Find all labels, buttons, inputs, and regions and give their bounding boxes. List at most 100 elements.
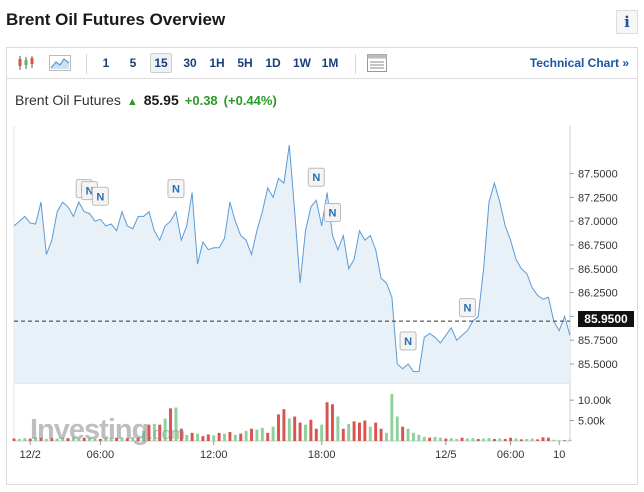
volume-bar bbox=[109, 438, 113, 441]
volume-bar bbox=[438, 437, 442, 441]
volume-bar bbox=[206, 434, 210, 441]
technical-chart-link[interactable]: Technical Chart » bbox=[529, 56, 629, 70]
news-marker[interactable]: N bbox=[323, 202, 341, 222]
volume-bar bbox=[61, 437, 65, 441]
quote-bar: Brent Oil Futures ▲ 85.95 +0.38 (+0.44%) bbox=[15, 92, 277, 108]
volume-bar bbox=[266, 432, 270, 441]
volume-bar bbox=[449, 438, 453, 441]
news-marker-label[interactable]: N bbox=[172, 184, 180, 196]
volume-bar bbox=[422, 436, 426, 441]
timeframe-1h[interactable]: 1H bbox=[209, 56, 225, 70]
y-tick-label: 87.5000 bbox=[578, 169, 618, 181]
news-marker-box[interactable] bbox=[458, 298, 476, 318]
timeframe-1[interactable]: 1 bbox=[102, 56, 110, 70]
volume-bar bbox=[158, 424, 162, 441]
news-marker[interactable]: N bbox=[399, 331, 417, 351]
last-price: 85.95 bbox=[143, 92, 179, 108]
news-marker-label[interactable]: N bbox=[96, 191, 104, 203]
volume-bar bbox=[476, 438, 480, 441]
volume-bar bbox=[228, 432, 232, 441]
timeframe-1d[interactable]: 1D bbox=[265, 56, 281, 70]
investing-watermark: Investing.com bbox=[30, 414, 185, 447]
volume-bar bbox=[120, 437, 124, 441]
news-marker-label[interactable]: N bbox=[463, 303, 471, 315]
volume-bar bbox=[401, 426, 405, 441]
volume-bar bbox=[260, 427, 264, 441]
table-view-icon[interactable] bbox=[365, 53, 389, 73]
volume-bar bbox=[331, 404, 334, 441]
y-tick-label: 86.7500 bbox=[578, 240, 618, 252]
timeframe-1m[interactable]: 1M bbox=[321, 56, 339, 70]
volume-bar bbox=[563, 440, 567, 441]
volume-bar bbox=[455, 438, 459, 441]
news-marker[interactable]: N bbox=[307, 167, 325, 187]
volume-bar bbox=[12, 438, 16, 441]
volume-bar bbox=[428, 437, 432, 441]
price-area bbox=[14, 145, 570, 383]
volume-bar bbox=[406, 428, 410, 441]
volume-bar bbox=[142, 430, 146, 441]
timeframe-30[interactable]: 30 bbox=[183, 56, 197, 70]
volume-bar bbox=[471, 438, 475, 441]
volume-bar bbox=[374, 422, 378, 441]
candlestick-chart-icon[interactable] bbox=[15, 53, 37, 73]
volume-bar bbox=[492, 438, 496, 441]
x-tick-label: 12/5 bbox=[435, 449, 456, 461]
volume-bar bbox=[93, 438, 97, 441]
volume-bar bbox=[341, 428, 345, 441]
chart-toolbar: 1 5 15 30 1H 5H 1D 1W 1M Technical Chart… bbox=[7, 48, 637, 79]
volume-bar bbox=[514, 438, 518, 441]
volume-bar bbox=[384, 432, 388, 441]
news-marker[interactable]: N bbox=[91, 186, 109, 206]
news-marker-label[interactable]: N bbox=[329, 207, 337, 219]
volume-bar bbox=[131, 436, 135, 441]
volume-bar bbox=[174, 407, 178, 441]
timeframe-15[interactable]: 15 bbox=[150, 53, 172, 73]
volume-bar bbox=[363, 420, 367, 441]
news-marker-box[interactable] bbox=[167, 179, 185, 199]
x-tick-label: 18:00 bbox=[308, 449, 336, 461]
timeframe-5h[interactable]: 5H bbox=[237, 56, 253, 70]
news-marker-box[interactable] bbox=[307, 167, 325, 187]
timeframe-5[interactable]: 5 bbox=[129, 56, 137, 70]
volume-bar bbox=[530, 438, 534, 441]
volume-bar bbox=[185, 434, 189, 441]
news-marker-box[interactable] bbox=[323, 202, 341, 222]
watermark-brand: Investing bbox=[30, 414, 149, 446]
news-marker-label[interactable]: N bbox=[312, 172, 320, 184]
news-marker-label[interactable]: N bbox=[86, 186, 94, 198]
volume-bar bbox=[395, 416, 399, 441]
volume-bar bbox=[39, 437, 43, 441]
volume-bar bbox=[98, 438, 102, 441]
chart-frame: 1 5 15 30 1H 5H 1D 1W 1M Technical Chart… bbox=[6, 47, 638, 485]
volume-bar bbox=[325, 402, 329, 441]
news-marker-box[interactable] bbox=[399, 331, 417, 351]
info-icon[interactable]: i bbox=[616, 10, 638, 34]
news-marker-label[interactable]: N bbox=[404, 336, 412, 348]
x-tick-label: 06:00 bbox=[87, 449, 115, 461]
volume-bar bbox=[104, 438, 108, 441]
y-tick-label: 86.2500 bbox=[578, 288, 618, 300]
volume-bar bbox=[201, 436, 205, 441]
volume-bar bbox=[557, 440, 561, 441]
volume-bar bbox=[509, 437, 513, 441]
x-tick-label: 12/2 bbox=[19, 449, 40, 461]
news-marker-box[interactable] bbox=[91, 186, 109, 206]
volume-bar bbox=[217, 432, 221, 441]
volume-bar bbox=[336, 416, 340, 441]
volume-bar bbox=[525, 438, 529, 441]
volume-bar bbox=[115, 437, 119, 441]
timeframe-1w[interactable]: 1W bbox=[293, 56, 311, 70]
volume-bar bbox=[244, 430, 248, 441]
volume-bar bbox=[239, 433, 243, 441]
news-marker[interactable]: N bbox=[167, 179, 185, 199]
x-tick-label: 06:00 bbox=[497, 449, 525, 461]
price-change-percent: (+0.44%) bbox=[223, 93, 277, 108]
volume-bar bbox=[411, 432, 415, 441]
volume-bar bbox=[465, 438, 469, 441]
page-title: Brent Oil Futures Overview bbox=[6, 10, 226, 29]
price-change: +0.38 bbox=[184, 93, 218, 108]
area-chart-icon[interactable] bbox=[47, 53, 73, 73]
news-marker[interactable]: N bbox=[458, 298, 476, 318]
volume-bar bbox=[304, 424, 307, 441]
